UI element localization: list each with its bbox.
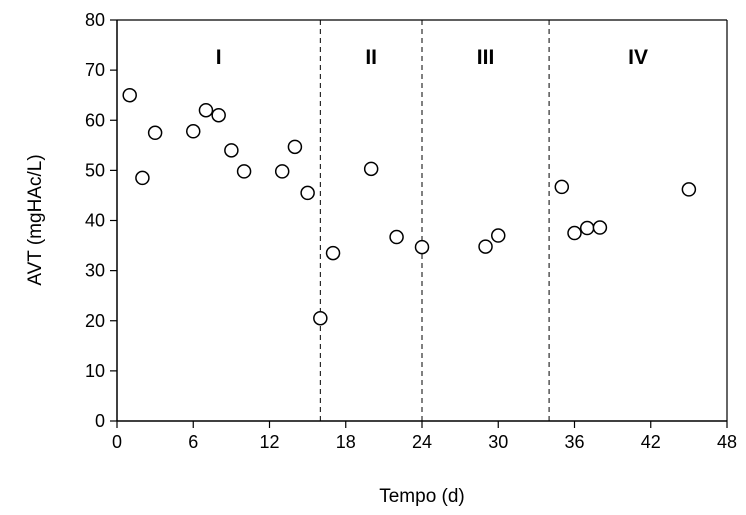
data-point (135, 170, 150, 186)
data-point (287, 139, 303, 155)
y-tick-label: 40 (85, 211, 105, 231)
y-tick-label: 60 (85, 110, 105, 130)
phase-label: I (216, 46, 222, 69)
y-tick-label: 50 (85, 160, 105, 180)
data-point (579, 220, 595, 236)
phase-label: III (477, 46, 495, 69)
data-point (313, 310, 328, 326)
y-tick-label: 80 (85, 10, 105, 30)
x-tick-label: 12 (259, 432, 279, 452)
data-points (122, 87, 697, 326)
y-tick-label: 70 (85, 60, 105, 80)
phase-labels: I II III IV (216, 46, 648, 69)
data-point (122, 87, 137, 103)
data-point (681, 182, 697, 197)
y-tick-label: 10 (85, 361, 105, 381)
x-tick-label: 42 (641, 432, 661, 452)
data-point (478, 239, 493, 254)
x-axis-title: Tempo (d) (379, 486, 465, 507)
x-tick-label: 48 (717, 432, 737, 452)
data-point (224, 143, 239, 158)
data-point (186, 124, 201, 139)
phase-dividers (319, 20, 550, 421)
phase-label: IV (628, 46, 648, 69)
x-tick-label: 6 (188, 432, 198, 452)
data-point (554, 179, 570, 195)
x-tick-label: 30 (488, 432, 508, 452)
data-point (363, 161, 379, 177)
x-tick-label: 0 (112, 432, 122, 452)
data-point (147, 125, 163, 141)
y-tick-label: 0 (95, 411, 105, 431)
data-point (414, 239, 430, 255)
data-point (567, 225, 582, 241)
x-tick-label: 24 (412, 432, 432, 452)
phase-label: II (365, 46, 377, 69)
x-tick-label: 18 (336, 432, 356, 452)
data-point (198, 102, 214, 118)
data-point (211, 107, 226, 123)
y-axis-title: AVT (mgHAc/L) (25, 154, 46, 285)
data-point (389, 229, 404, 245)
data-point (274, 164, 290, 179)
data-point (325, 245, 341, 261)
x-tick-label: 36 (564, 432, 584, 452)
data-point (236, 164, 252, 179)
data-point (491, 228, 506, 243)
x-axis-ticks: 0 6 12 18 24 30 36 42 48 (112, 421, 737, 452)
data-point (300, 185, 315, 201)
y-tick-label: 30 (85, 261, 105, 281)
y-tick-label: 20 (85, 311, 105, 331)
data-point (592, 220, 608, 235)
y-axis-ticks: 0 10 20 30 40 50 60 70 80 (85, 10, 117, 431)
